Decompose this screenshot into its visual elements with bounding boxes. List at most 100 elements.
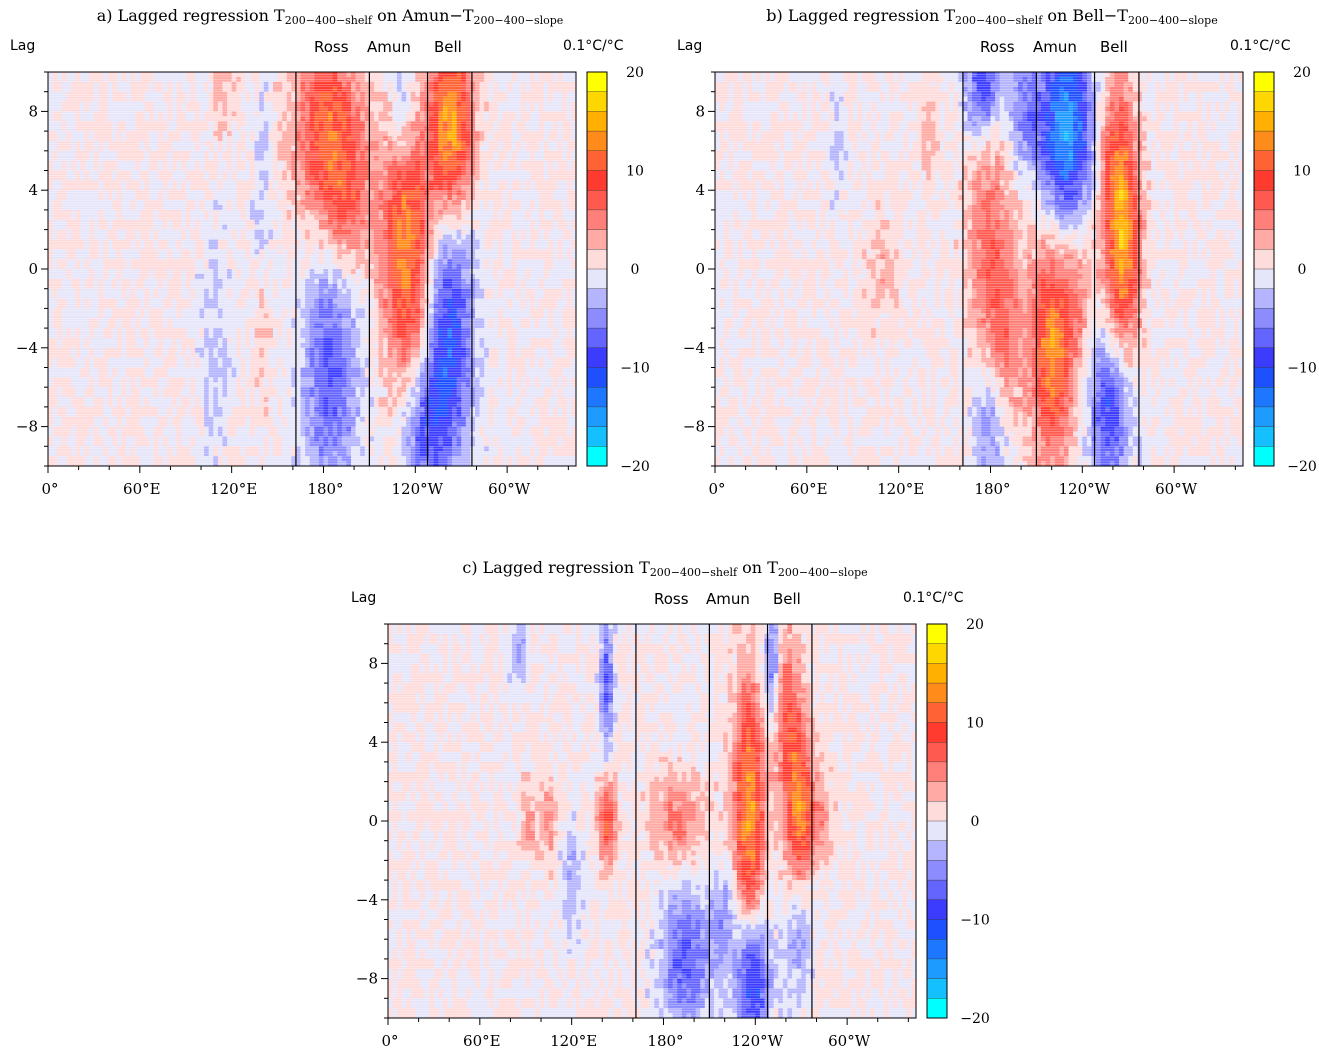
heatmap-cell bbox=[314, 239, 320, 245]
heatmap-cell bbox=[318, 136, 325, 142]
heatmap-cell bbox=[305, 185, 311, 191]
heatmap-cell bbox=[291, 209, 297, 216]
heatmap-cell bbox=[364, 155, 370, 162]
heatmap-cell bbox=[396, 254, 403, 260]
heatmap-cell bbox=[263, 264, 269, 270]
heatmap-cell bbox=[126, 278, 132, 285]
heatmap-cell bbox=[103, 264, 109, 270]
heatmap-cell bbox=[149, 136, 155, 142]
heatmap-cell bbox=[277, 264, 283, 270]
heatmap-cell bbox=[66, 239, 72, 245]
heatmap-cell bbox=[373, 145, 380, 152]
heatmap-cell bbox=[355, 101, 361, 108]
heatmap-cell bbox=[185, 283, 191, 290]
heatmap-cell bbox=[135, 259, 141, 265]
heatmap-cell bbox=[360, 200, 366, 206]
heatmap-cell bbox=[139, 283, 146, 290]
heatmap-cell bbox=[144, 244, 150, 250]
heatmap-cell bbox=[433, 209, 439, 216]
heatmap-cell bbox=[507, 259, 513, 265]
heatmap-cell bbox=[213, 111, 219, 117]
heatmap-cell bbox=[208, 214, 214, 221]
heatmap-cell bbox=[337, 234, 343, 241]
heatmap-cell bbox=[158, 219, 164, 226]
heatmap-cell bbox=[396, 269, 403, 275]
heatmap-cell bbox=[410, 219, 416, 226]
heatmap-cell bbox=[534, 81, 540, 88]
heatmap-cell bbox=[553, 81, 559, 88]
heatmap-cell bbox=[277, 234, 283, 241]
heatmap-cell bbox=[231, 200, 237, 206]
heatmap-cell bbox=[66, 111, 72, 117]
heatmap-cell bbox=[364, 121, 370, 127]
heatmap-cell bbox=[190, 81, 196, 88]
heatmap-cell bbox=[250, 116, 256, 122]
heatmap-cell bbox=[497, 234, 504, 241]
heatmap-cell bbox=[263, 219, 269, 226]
heatmap-cell bbox=[520, 131, 527, 137]
heatmap-cell bbox=[144, 229, 150, 236]
heatmap-cell bbox=[93, 170, 100, 177]
heatmap-cell bbox=[162, 76, 168, 83]
heatmap-cell bbox=[272, 126, 279, 132]
heatmap-cell bbox=[61, 180, 67, 186]
heatmap-cell bbox=[396, 204, 403, 211]
heatmap-cell bbox=[392, 200, 398, 206]
heatmap-cell bbox=[277, 140, 283, 147]
heatmap-cell bbox=[419, 244, 426, 250]
heatmap-cell bbox=[181, 101, 187, 108]
heatmap-cell bbox=[236, 254, 242, 260]
heatmap-cell bbox=[461, 229, 467, 236]
heatmap-cell bbox=[57, 121, 63, 127]
heatmap-cell bbox=[126, 224, 132, 231]
heatmap-cell bbox=[562, 200, 568, 206]
heatmap-cell bbox=[442, 244, 449, 250]
heatmap-cell bbox=[396, 91, 403, 98]
heatmap-cell bbox=[415, 72, 421, 78]
heatmap-cell bbox=[217, 239, 224, 245]
heatmap-cell bbox=[415, 165, 421, 172]
heatmap-cell bbox=[419, 195, 426, 201]
heatmap-cell bbox=[84, 76, 90, 83]
heatmap-cell bbox=[429, 278, 435, 285]
heatmap-cell bbox=[112, 185, 118, 191]
heatmap-cell bbox=[484, 180, 490, 186]
heatmap-cell bbox=[502, 136, 508, 142]
heatmap-cell bbox=[351, 116, 357, 122]
heatmap-cell bbox=[351, 145, 357, 152]
heatmap-cell bbox=[566, 209, 573, 216]
heatmap-cell bbox=[89, 136, 95, 142]
heatmap-cell bbox=[130, 254, 136, 260]
heatmap-cell bbox=[406, 273, 412, 280]
heatmap-cell bbox=[185, 175, 191, 181]
heatmap-cell bbox=[406, 204, 412, 211]
heatmap-cell bbox=[378, 264, 384, 270]
heatmap-cell bbox=[263, 234, 269, 241]
heatmap-cell bbox=[470, 150, 476, 157]
heatmap-cell bbox=[89, 283, 95, 290]
heatmap-cell bbox=[488, 269, 494, 275]
heatmap-cell bbox=[502, 76, 508, 83]
heatmap-cell bbox=[222, 155, 228, 162]
heatmap-cell bbox=[341, 185, 348, 191]
heatmap-cell bbox=[208, 239, 214, 245]
heatmap-cell bbox=[392, 111, 398, 117]
heatmap-cell bbox=[309, 249, 315, 255]
heatmap-cell bbox=[461, 190, 467, 196]
heatmap-cell bbox=[80, 126, 86, 132]
heatmap-cell bbox=[530, 121, 536, 127]
heatmap-cell bbox=[378, 249, 384, 255]
heatmap-cell bbox=[194, 121, 201, 127]
heatmap-cell bbox=[227, 259, 233, 265]
heatmap-cell bbox=[474, 126, 481, 132]
heatmap-cell bbox=[452, 269, 458, 275]
heatmap-cell bbox=[268, 150, 274, 157]
heatmap-cell bbox=[75, 136, 81, 142]
heatmap-cell bbox=[557, 106, 563, 112]
heatmap-cell bbox=[300, 155, 306, 162]
heatmap-cell bbox=[75, 200, 81, 206]
heatmap-cell bbox=[378, 160, 384, 167]
heatmap-cell bbox=[548, 170, 554, 177]
heatmap-cell bbox=[135, 185, 141, 191]
heatmap-cell bbox=[286, 101, 292, 108]
